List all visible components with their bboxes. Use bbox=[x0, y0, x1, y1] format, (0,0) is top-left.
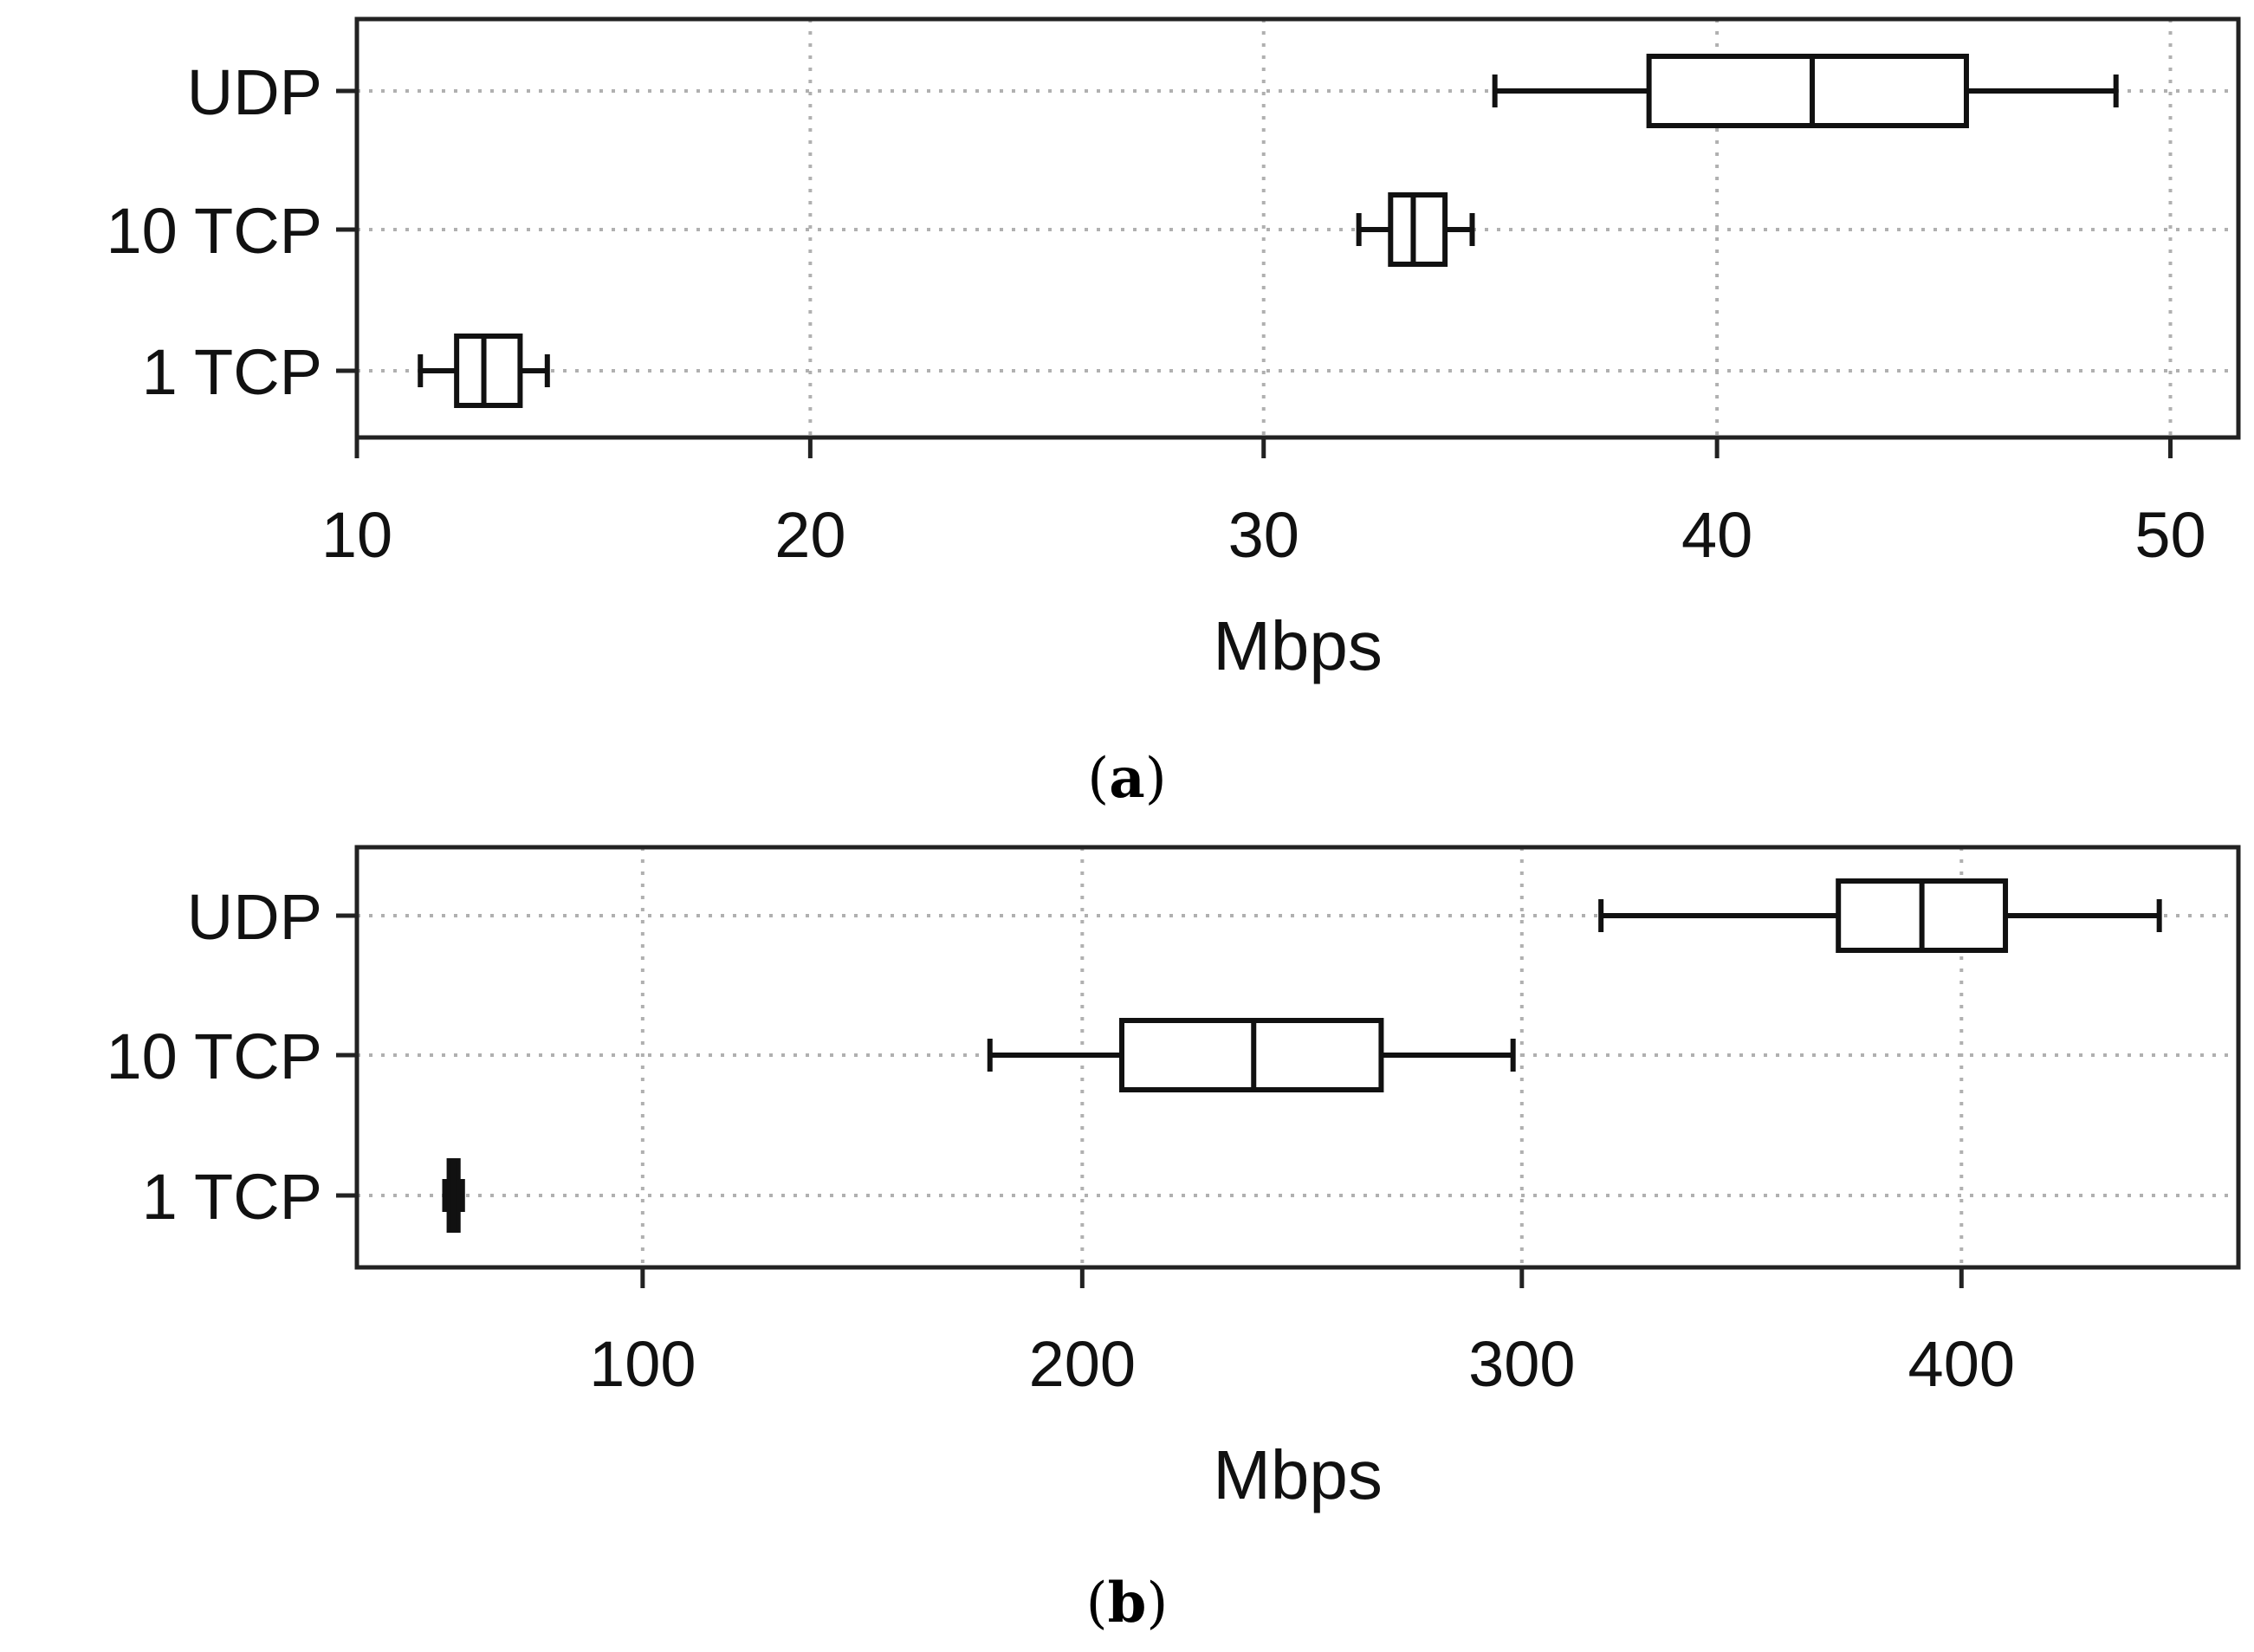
box-iqr bbox=[454, 334, 523, 408]
panel-caption: (b) bbox=[1086, 1571, 1169, 1636]
x-axis-label: Mbps bbox=[1213, 607, 1383, 684]
x-tick-label: 50 bbox=[2134, 499, 2205, 571]
y-tick-label: 1 TCP bbox=[142, 1161, 322, 1233]
x-tick-label: 300 bbox=[1468, 1328, 1575, 1400]
x-tick-label: 100 bbox=[589, 1328, 696, 1400]
y-tick-label: 10 TCP bbox=[106, 1020, 322, 1092]
x-tick-label: 10 bbox=[321, 499, 392, 571]
x-tick-label: 20 bbox=[774, 499, 845, 571]
box-iqr bbox=[1388, 192, 1448, 267]
x-tick-label: 400 bbox=[1908, 1328, 2015, 1400]
panel-b: 100 200 300 400 UDP 10 TCP 1 TCP Mbps (b) bbox=[106, 845, 2241, 1636]
x-tick-label: 40 bbox=[1681, 499, 1752, 571]
x-tick-label: 30 bbox=[1228, 499, 1299, 571]
y-tick-label: 10 TCP bbox=[106, 195, 322, 267]
panel-a: 10 20 30 40 50 UDP 10 TCP 1 TCP Mbps (a) bbox=[106, 16, 2241, 811]
x-tick-label: 200 bbox=[1029, 1328, 1136, 1400]
panel-caption: (a) bbox=[1087, 746, 1166, 811]
y-tick-label: UDP bbox=[187, 881, 322, 953]
x-axis-label: Mbps bbox=[1213, 1436, 1383, 1513]
box-iqr bbox=[1646, 54, 1969, 128]
y-tick-label: UDP bbox=[187, 56, 322, 128]
y-tick-label: 1 TCP bbox=[142, 336, 322, 408]
